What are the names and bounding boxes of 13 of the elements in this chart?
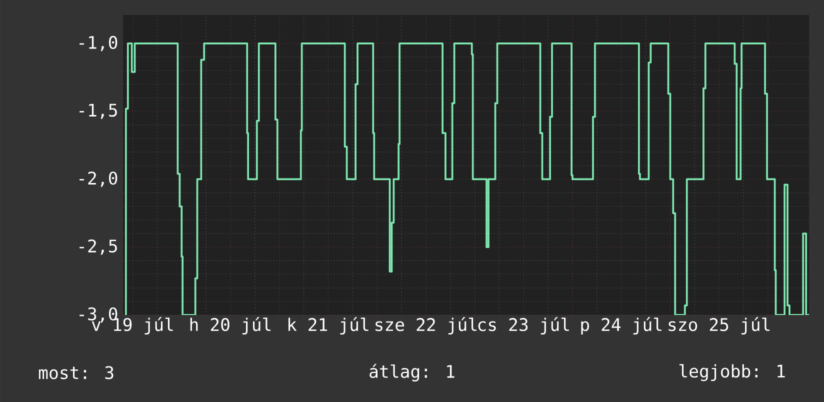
text: most: 3 xyxy=(38,366,114,380)
text: legjobb: 1 xyxy=(679,364,785,382)
y-tick-label: -1,0 xyxy=(80,36,118,52)
x-tick-label: szo 25 júl xyxy=(668,317,770,334)
x-tick-label: p 24 júl xyxy=(581,317,662,334)
y-tick-label: -2,0 xyxy=(80,172,118,187)
x-tick-label: sze 22 júl xyxy=(376,317,476,334)
x-tick-label: h 20 júl xyxy=(190,317,271,334)
x-tick-label: cs 23 júl xyxy=(478,317,569,334)
x-tick-label: k 21 júl xyxy=(288,317,368,334)
y-tick-label: -2,5 xyxy=(80,239,117,255)
text: átlag: 1 xyxy=(370,364,454,382)
y-tick-label: -1,5 xyxy=(80,104,117,119)
